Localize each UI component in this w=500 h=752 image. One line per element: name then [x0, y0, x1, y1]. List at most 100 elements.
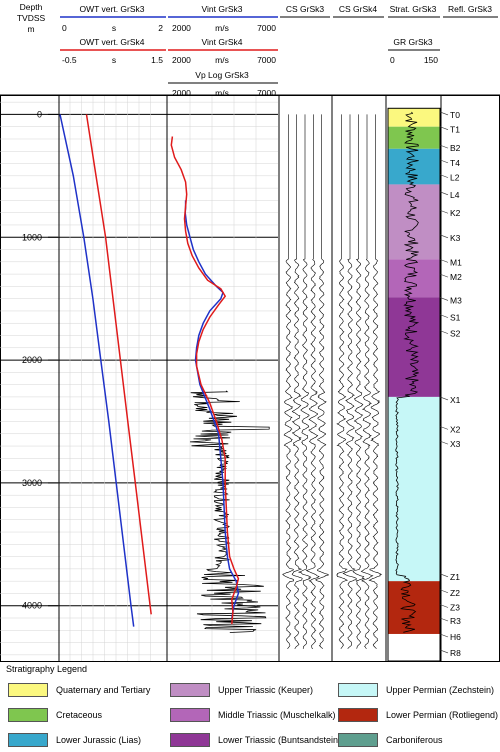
vp-title: Vp Log GrSk3: [195, 70, 249, 80]
strat-marker-label: M3: [450, 295, 462, 305]
vint3-unit: m/s: [215, 23, 229, 33]
owt4-min: -0.5: [62, 55, 77, 65]
owt3-min: 0: [62, 23, 67, 33]
gr-min: 0: [390, 55, 395, 65]
strat-marker-label: L2: [450, 173, 460, 183]
strat-marker-tick: [439, 617, 449, 622]
seismic-trace: [368, 114, 383, 649]
depth-tick-label: 3000: [22, 478, 42, 488]
strat-marker-label: B2: [450, 143, 461, 153]
vint3-title: Vint GrSk3: [202, 4, 243, 14]
strat-marker-label: Z2: [450, 588, 460, 598]
strat-column-frame: [387, 107, 441, 662]
seismic-trace: [282, 114, 295, 649]
gr-log: [395, 111, 420, 633]
gr-max: 150: [424, 55, 438, 65]
depth-tick-label: 2000: [22, 355, 42, 365]
chart-series: [59, 114, 240, 627]
seismic-trace: [297, 114, 312, 649]
vint3-min: 2000: [172, 23, 191, 33]
owt4-max: 1.5: [151, 55, 163, 65]
legend-swatch: [8, 733, 48, 747]
legend-label: Upper Triassic (Keuper): [218, 685, 314, 695]
seismic-traces: [282, 114, 383, 649]
seismic-trace: [342, 114, 357, 649]
strat-marker-tick: [439, 174, 449, 178]
gr-title: GR GrSk3: [393, 37, 432, 47]
strat-marker-tick: [439, 649, 449, 654]
strat-unit: [388, 108, 440, 127]
strat-unit: [388, 581, 440, 634]
cs4-title: CS GrSk4: [339, 4, 378, 14]
strat-marker-label: H6: [450, 632, 461, 642]
strat-marker-label: L4: [450, 190, 460, 200]
legend-label: Lower Permian (Rotliegend): [386, 710, 499, 720]
strat-marker-label: M2: [450, 272, 462, 282]
vint4-unit: m/s: [215, 55, 229, 65]
strat-marker-label: T4: [450, 158, 460, 168]
legend-swatch: [338, 708, 378, 722]
strat-marker-tick: [439, 589, 449, 594]
strat-title: Strat. GrSk3: [390, 4, 437, 14]
legend-label: Middle Triassic (Muschelkalk): [218, 710, 336, 720]
gr-curve: [395, 111, 420, 633]
legend-swatch: [8, 708, 48, 722]
legend-swatch: [338, 683, 378, 697]
series-owt-vert-grsk3: [59, 114, 135, 627]
vp-max: 7000: [257, 88, 276, 98]
strat-marker-label: Z1: [450, 572, 460, 582]
vp-log: [189, 390, 270, 633]
strat-unit: [388, 396, 440, 582]
seismic-trace: [291, 114, 303, 649]
owt3-max: 2: [158, 23, 163, 33]
strat-marker-tick: [439, 396, 449, 401]
strat-marker-label: X3: [450, 439, 461, 449]
vint3-max: 7000: [257, 23, 276, 33]
seismic-trace: [336, 114, 349, 649]
cs3-title: CS GrSk3: [286, 4, 325, 14]
strat-marker-label: R3: [450, 616, 461, 626]
legend-swatch: [170, 733, 210, 747]
legend-label: Lower Triassic (Buntsandstein): [218, 735, 342, 745]
strat-marker-label: T0: [450, 110, 460, 120]
seismic-trace: [315, 114, 330, 649]
legend-swatch: [8, 683, 48, 697]
strat-marker-tick: [439, 191, 449, 196]
depth-ticks: 0 1000 2000 3000 4000: [22, 109, 58, 611]
legend-label: Cretaceous: [56, 710, 103, 720]
strat-unit: [388, 184, 440, 260]
owt4-title: OWT vert. GrSk4: [79, 37, 144, 47]
vp-min: 2000: [172, 88, 191, 98]
strat-marker-tick: [439, 273, 449, 278]
strat-marker-label: S2: [450, 329, 461, 339]
legend-swatch: [170, 683, 210, 697]
legend-label: Lower Jurassic (Lias): [56, 735, 142, 745]
strat-marker-tick: [439, 144, 449, 149]
depth-header-line2: TVDSS: [17, 13, 46, 23]
depth-header-line1: Depth: [20, 2, 43, 12]
seismic-trace: [352, 114, 366, 649]
strat-unit: [388, 259, 440, 298]
strat-marker-label: M1: [450, 257, 462, 267]
owt4-unit: s: [112, 55, 116, 65]
strat-marker-label: S1: [450, 313, 461, 323]
seismic-trace: [305, 114, 320, 649]
legend-title: Stratigraphy Legend: [6, 664, 88, 674]
depth-tick-label: 0: [37, 109, 42, 119]
vint4-max: 7000: [257, 55, 276, 65]
series-owt-vert-grsk4: [85, 114, 152, 615]
well-log-chart: Depth TVDSS m OWT vert. GrSk3 0 s 2 Vint…: [0, 2, 500, 662]
series-vint-grsk4: [170, 136, 240, 625]
vp-curve: [189, 390, 270, 633]
strat-legend: Stratigraphy Legend Quaternary and Terti…: [0, 664, 500, 752]
depth-grid: [0, 96, 278, 661]
vp-unit: m/s: [215, 88, 229, 98]
strat-marker-tick: [439, 126, 449, 130]
vint4-title: Vint GrSk4: [202, 37, 243, 47]
strat-marker-tick: [439, 633, 449, 638]
strat-marker-tick: [439, 297, 449, 301]
strat-unit: [388, 126, 440, 149]
strat-marker-tick: [439, 111, 449, 116]
legend-label: Upper Permian (Zechstein): [386, 685, 495, 695]
strat-marker-label: K3: [450, 233, 461, 243]
